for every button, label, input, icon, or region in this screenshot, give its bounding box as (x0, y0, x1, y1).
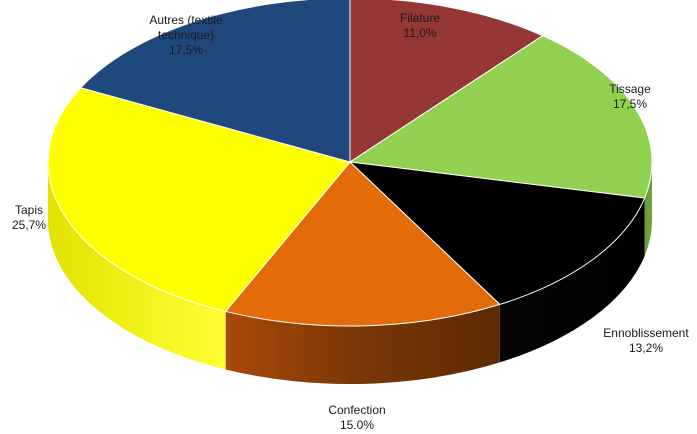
pie-slice-tapis (47, 87, 351, 313)
label-filature: Filature 11,0% (399, 11, 440, 40)
pie-side-tapis (48, 162, 226, 370)
label-ennoblissement: Ennoblissement 13,2% (603, 326, 689, 355)
label-confection: Confection 15.0% (328, 403, 386, 432)
pie-slice-tissage (348, 35, 653, 199)
pie-slice-filature (349, 0, 544, 163)
label-tissage: Tissage 17,5% (609, 82, 651, 111)
pie-slice-confection (224, 161, 501, 327)
pie-slice-autres-textile-technique (79, 0, 351, 163)
pie-side-tissage (644, 162, 652, 257)
pie-slice-ennoblissement (348, 161, 646, 305)
label-autres: Autres (textile technique) 17,5% (149, 13, 223, 57)
pie-side-confection (225, 304, 500, 384)
pie-side-ennoblissement (499, 198, 645, 363)
label-tapis: Tapis 25,7% (11, 203, 47, 232)
